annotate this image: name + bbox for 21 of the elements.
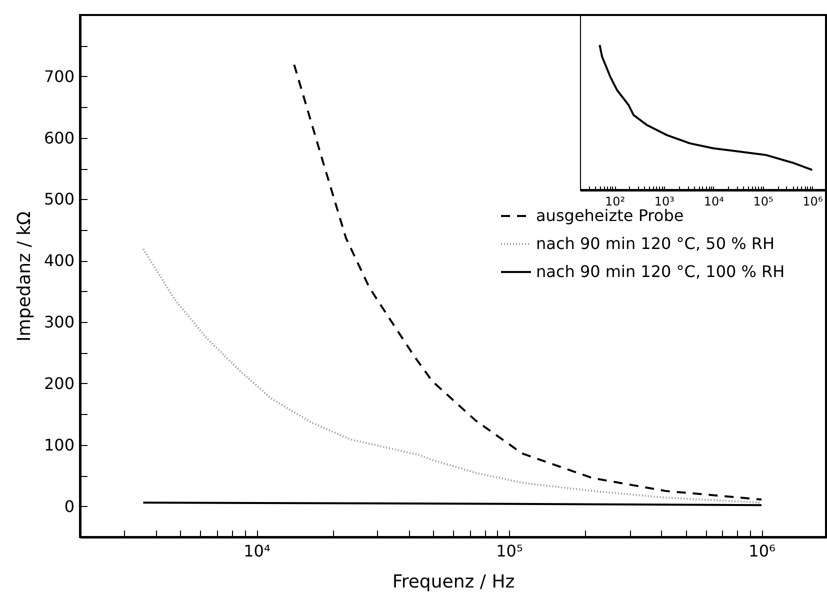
- legend-label: nach 90 min 120 °C, 50 % RH: [536, 234, 775, 253]
- y-tick-label: 300: [44, 312, 74, 332]
- x-tick-label: 10⁵: [753, 194, 774, 208]
- y-tick-label: 0: [64, 496, 74, 516]
- x-tick-label: 10²: [604, 194, 626, 208]
- x-tick-label: 10³: [654, 194, 675, 208]
- y-tick-label: 700: [44, 66, 74, 86]
- y-tick-label: 400: [44, 251, 74, 270]
- x-axis-title: Frequenz / Hz: [392, 572, 515, 592]
- x-tick-label: 10⁴: [244, 542, 270, 560]
- y-axis-title: Impedanz / kΩ: [14, 211, 35, 342]
- x-tick-label: 10⁵: [496, 542, 523, 560]
- legend-label: nach 90 min 120 °C, 100 % RH: [536, 262, 785, 281]
- x-tick-label: 10⁶: [748, 542, 776, 560]
- legend-label: ausgeheizte Probe: [536, 206, 684, 225]
- y-tick-label: 100: [44, 435, 74, 454]
- y-tick-label: 600: [44, 128, 74, 148]
- y-tick-label: 500: [44, 190, 74, 209]
- x-tick-label: 10⁶: [802, 194, 823, 208]
- y-tick-label: 200: [44, 374, 74, 393]
- x-tick-label: 10⁴: [704, 194, 724, 208]
